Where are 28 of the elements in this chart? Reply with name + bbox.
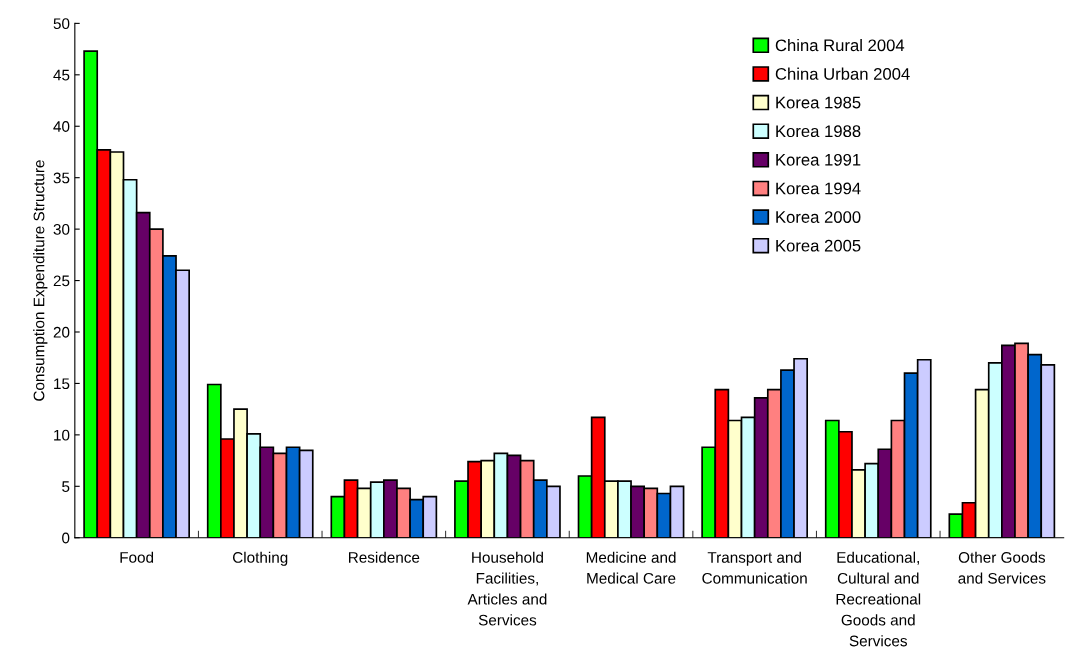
legend-label: Korea 1991 [776, 153, 861, 166]
y-tick-label: 0 [62, 532, 70, 544]
y-tick-label: 45 [53, 69, 70, 81]
y-axis-title: Consumption Expenditure Structure [33, 160, 48, 401]
y-tick-label: 15 [54, 378, 70, 390]
x-tick-label: Food [120, 551, 154, 563]
y-tick-label: 50 [53, 18, 70, 30]
y-tick-label: 40 [53, 121, 70, 132]
legend-label: Korea 1994 [776, 182, 861, 195]
x-tick-label: Other Goods and Services [958, 551, 1046, 584]
legend-label: China Urban 2004 [775, 67, 910, 80]
x-tick-label: Medicine and Medical Care [586, 551, 676, 584]
y-tick-label: 35 [53, 172, 70, 184]
y-tick-label: 30 [53, 223, 70, 235]
y-tick-label: 20 [53, 326, 70, 338]
y-tick-label: 10 [54, 429, 70, 441]
x-tick-label: Educational, Cultural and Recreational Goods and Services [836, 551, 921, 647]
x-tick-label: Household Facilities, Articles and Services [467, 551, 547, 626]
x-tick-label: Residence [349, 551, 420, 563]
legend-label: Korea 1985 [776, 96, 861, 109]
y-tick-label: 25 [53, 275, 70, 287]
x-tick-label: Transport and Communication [702, 551, 807, 584]
legend-label: Korea 2005 [776, 239, 861, 252]
legend-label: China Rural 2004 [775, 38, 905, 52]
x-tick-label: Clothing [232, 551, 288, 566]
legend-label: Korea 2000 [776, 211, 861, 223]
y-tick-label: 5 [62, 481, 70, 492]
legend-label: Korea 1988 [776, 125, 861, 138]
